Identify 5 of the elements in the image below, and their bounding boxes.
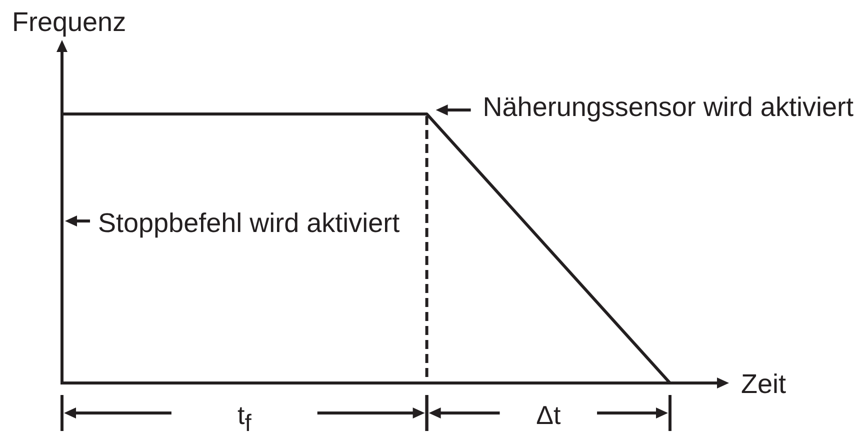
annotation: Stoppbefehl wird aktiviert	[98, 208, 400, 238]
annotation: Näherungssensor wird aktiviert	[482, 92, 854, 122]
text: Δt	[536, 400, 562, 430]
x-axis-title: Zeit	[741, 369, 787, 399]
y-axis-title: Frequenz	[12, 7, 126, 37]
